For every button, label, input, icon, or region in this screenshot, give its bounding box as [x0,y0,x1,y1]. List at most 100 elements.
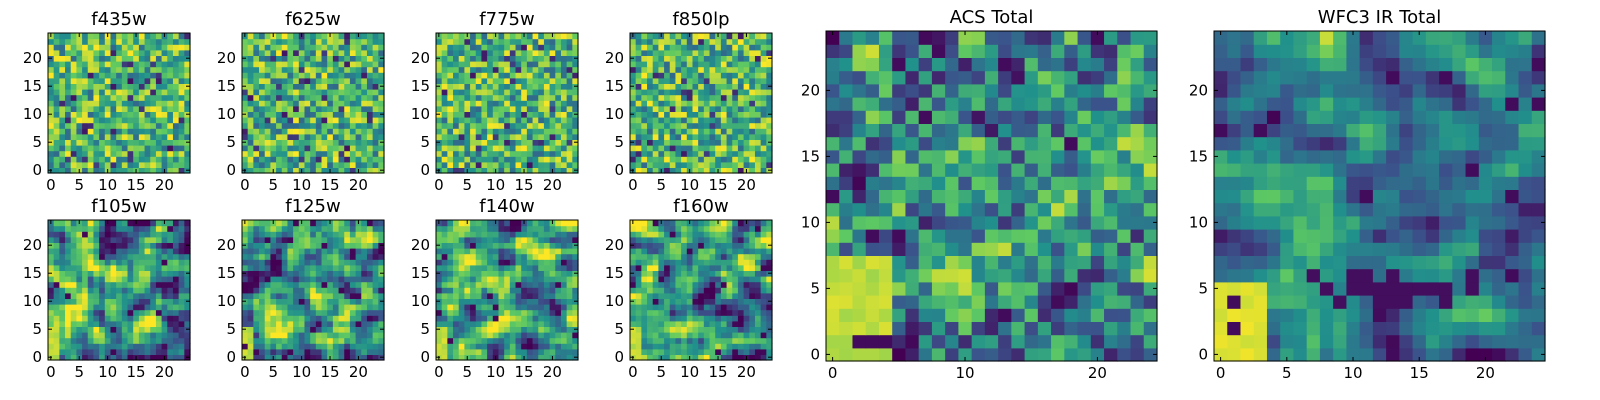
heatmap-cell [349,354,357,361]
heatmap-cell [178,259,185,266]
heatmap-cell [59,231,66,238]
heatmap-cell [635,276,642,283]
y-tick-label: 0 [226,348,236,366]
heatmap-cell [521,236,528,243]
heatmap-cell [93,83,100,90]
heatmap-cell [766,287,773,294]
heatmap-cell [470,259,477,266]
heatmap-cell [715,38,722,45]
heatmap-cell [630,287,637,294]
heatmap-cell [475,348,483,355]
heatmap-cell [116,236,123,243]
heatmap-cell [247,33,254,40]
heatmap-cell [110,343,117,350]
heatmap-cell [458,133,465,140]
heatmap-cell [647,100,654,107]
heatmap-cell [647,44,654,51]
heatmap-cell [349,309,357,316]
heatmap-cell [116,66,123,73]
heatmap-cell [287,220,294,227]
heatmap-cell [150,348,157,355]
heatmap-cell [754,354,762,361]
heatmap-cell [549,139,556,146]
heatmap-cell [737,309,745,316]
heatmap-cell [48,292,55,299]
heatmap-cell [470,83,477,90]
heatmap-cell [321,133,328,140]
heatmap-cell [532,122,539,129]
heatmap-cell [167,326,174,333]
heatmap-cell [760,156,767,163]
heatmap-cell [447,83,454,90]
heatmap-cell [475,337,483,344]
heatmap-cell [532,44,539,51]
heatmap-cell [361,231,368,238]
heatmap-cell [270,320,277,327]
heatmap-cell [133,259,140,266]
heatmap-cell [116,259,123,266]
heatmap-cell [749,49,756,56]
heatmap-cell [53,105,60,112]
heatmap-cell [492,231,500,238]
heatmap-cell [93,61,100,68]
heatmap-cell [720,167,728,174]
heatmap-cell [178,61,185,68]
heatmap-cell [298,44,306,51]
heatmap-cell [253,242,260,249]
heatmap-cell [247,77,254,84]
heatmap-cell [355,38,362,45]
heatmap-cell [259,276,266,283]
heatmap-cell [760,320,767,327]
heatmap-cell [543,281,551,288]
heatmap-cell [709,150,716,157]
heatmap-cell [504,304,511,311]
heatmap-cell [487,326,494,333]
heatmap-cell [681,343,688,350]
heatmap-cell [630,320,637,327]
heatmap-cell [453,139,460,146]
heatmap-cell [247,167,254,174]
heatmap-cell [70,94,77,101]
heatmap-cell [737,298,745,305]
heatmap-cell [349,94,357,101]
heatmap-cell [270,55,277,62]
heatmap-cell [76,309,83,316]
heatmap-cell [178,55,185,62]
heatmap-cell [681,145,688,152]
heatmap-cell [253,111,260,118]
heatmap-cell [144,264,151,271]
heatmap-cell [144,332,151,339]
heatmap-cell [150,354,157,361]
heatmap-cell [538,44,545,51]
heatmap-cell [253,354,260,361]
heatmap-cell [487,128,494,135]
heatmap-cell [172,231,180,238]
heatmap-cell [178,94,185,101]
heatmap-cell [441,337,448,344]
heatmap-cell [276,292,283,299]
heatmap-cell [715,315,722,322]
heatmap-cell [116,242,123,249]
heatmap-cell [310,139,317,146]
heatmap-cell [178,117,185,124]
heatmap-cell [321,354,328,361]
heatmap-cell [310,38,317,45]
heatmap-cell [664,281,671,288]
heatmap-cell [321,326,328,333]
heatmap-cell [726,111,733,118]
heatmap-cell [749,122,756,129]
heatmap-cell [481,253,488,260]
heatmap-cell [304,161,311,168]
heatmap-cell [264,320,271,327]
heatmap-cell [447,55,454,62]
heatmap-cell [344,105,351,112]
heatmap-cell [138,161,146,168]
y-tick-label: 10 [411,105,430,123]
heatmap-cell [172,77,180,84]
heatmap-cell [327,253,334,260]
heatmap-cell [172,276,180,283]
heatmap-cell [247,150,254,157]
heatmap-cell [338,332,345,339]
heatmap-cell [709,337,716,344]
